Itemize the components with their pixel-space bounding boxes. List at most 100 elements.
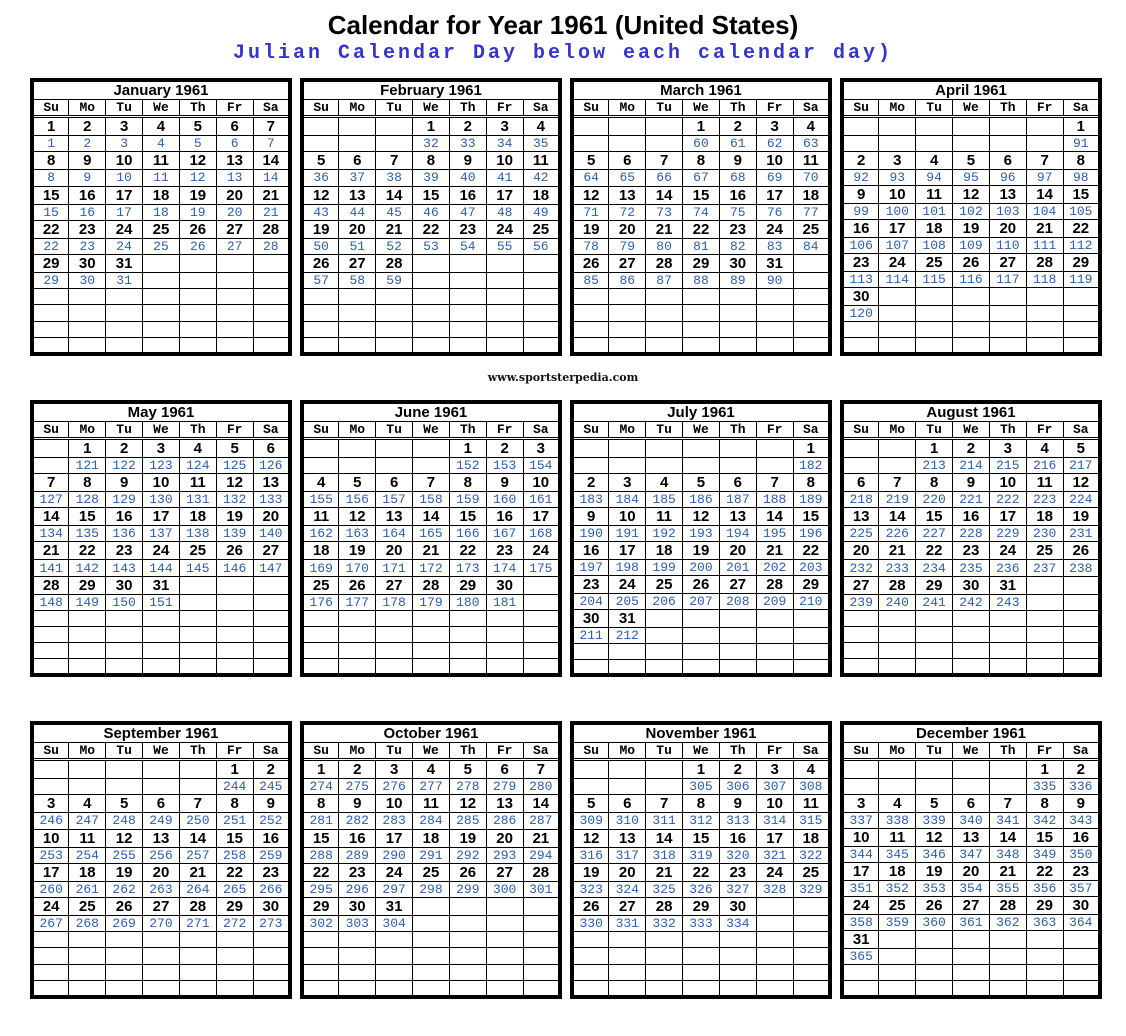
day-cell: 10 (522, 472, 561, 492)
day-cell: 22 (1025, 862, 1064, 881)
julian-cell: 351 (841, 880, 880, 897)
month-title-row: November 1961 (572, 723, 830, 743)
julian-cell: 239 (841, 593, 880, 611)
empty-cell (375, 931, 414, 949)
julian-cell: 12 (178, 169, 217, 187)
julian-cell: 25 (142, 237, 180, 256)
empty-cell (412, 897, 450, 917)
julian-cell: 38 (375, 169, 414, 187)
day-cell: 8 (792, 472, 831, 492)
empty-cell (522, 304, 561, 322)
julian-cell: 303 (338, 915, 377, 933)
weekday-header: Th (718, 742, 757, 761)
weekday-header: Sa (1062, 99, 1101, 118)
julian-cell: 220 (915, 490, 954, 509)
empty-cell (988, 980, 1027, 997)
julian-cell: 273 (252, 915, 291, 933)
filler-row (571, 304, 831, 322)
day-cell: 15 (682, 828, 720, 848)
julian-cell: 141 (31, 559, 70, 577)
day-cell: 15 (412, 185, 450, 205)
julian-cell: 304 (375, 915, 414, 933)
empty-cell (682, 963, 720, 981)
filler-row (31, 979, 291, 998)
weekday-header: Mo (878, 420, 917, 440)
empty-cell (522, 947, 561, 965)
day-cell: 13 (608, 828, 647, 848)
empty-cell (338, 437, 377, 458)
month-title: July 1961 (572, 401, 830, 422)
months-row-1: January 1961 Su Mo Tu We Th Fr Sa 1 2 3 4 5 6 7 1 2 3 4 5 6 7… (0, 78, 1126, 356)
day-cell: 23 (718, 862, 757, 882)
day-cell: 11 (68, 828, 107, 848)
day-cell: 15 (448, 507, 487, 527)
julian-cell: 293 (485, 846, 524, 864)
day-cell: 2 (571, 472, 610, 492)
day-cell: 13 (252, 472, 291, 492)
day-cell: 4 (178, 437, 217, 458)
empty-cell (608, 437, 647, 458)
julian-day-row: 335 336 (841, 778, 1101, 795)
calendar-day-row: 1 (841, 116, 1101, 136)
day-cell: 2 (105, 437, 144, 458)
day-cell: 3 (755, 758, 794, 780)
empty-cell (571, 320, 610, 338)
month-march-1961: March 1961 Su Mo Tu We Th Fr Sa 1 2 3 4 60 61 62 63 5 6 7 8… (570, 78, 832, 356)
weekday-header: We (412, 99, 450, 118)
filler-row (841, 609, 1101, 627)
julian-cell: 70 (792, 169, 831, 187)
filler-row (301, 609, 561, 627)
empty-cell (1062, 337, 1101, 354)
day-cell: 10 (375, 794, 414, 814)
month-title: February 1961 (302, 80, 560, 100)
day-cell: 13 (375, 507, 414, 527)
calendar-day-row: 30 31 (571, 608, 831, 628)
empty-cell (142, 947, 180, 965)
julian-cell: 244 (215, 778, 254, 796)
empty-cell (645, 135, 684, 153)
day-cell: 18 (412, 828, 450, 848)
empty-cell (448, 304, 487, 322)
month-title-row: September 1961 (32, 723, 290, 743)
calendar-day-row: 1 (571, 437, 831, 458)
day-cell: 6 (485, 758, 524, 780)
empty-cell (878, 642, 917, 660)
julian-day-row: 162 163 164 165 166 167 168 (301, 525, 561, 543)
day-cell: 24 (841, 896, 880, 915)
calendar-day-row: 16 17 18 19 20 21 22 (571, 540, 831, 560)
day-cell: 25 (412, 862, 450, 882)
julian-cell: 329 (792, 880, 831, 899)
day-cell: 28 (412, 575, 450, 595)
julian-day-row: 302 303 304 (301, 915, 561, 933)
julian-cell: 169 (301, 559, 340, 577)
day-cell: 14 (178, 828, 217, 848)
empty-cell (1025, 964, 1064, 981)
empty-cell (31, 437, 70, 458)
filler-row (571, 658, 831, 676)
julian-cell: 102 (952, 203, 990, 220)
empty-cell (338, 456, 377, 474)
empty-cell (755, 642, 794, 660)
julian-cell: 17 (105, 203, 144, 221)
day-cell: 6 (142, 794, 180, 814)
empty-cell (252, 931, 291, 949)
empty-cell (142, 288, 180, 306)
julian-cell: 158 (412, 490, 450, 509)
empty-cell (522, 320, 561, 338)
empty-cell (215, 658, 254, 676)
calendar-day-row: 26 27 28 29 30 (571, 897, 831, 917)
julian-cell: 332 (645, 915, 684, 933)
julian-cell: 44 (338, 203, 377, 221)
julian-cell: 264 (178, 880, 217, 899)
day-cell: 12 (105, 828, 144, 848)
day-cell: 8 (31, 151, 70, 171)
julian-cell: 352 (878, 880, 917, 897)
filler-row (841, 321, 1101, 338)
julian-cell: 284 (412, 812, 450, 830)
weekday-header-row: Su Mo Tu We Th Fr Sa (571, 742, 831, 761)
day-cell: 17 (522, 507, 561, 527)
empty-cell (215, 947, 254, 965)
